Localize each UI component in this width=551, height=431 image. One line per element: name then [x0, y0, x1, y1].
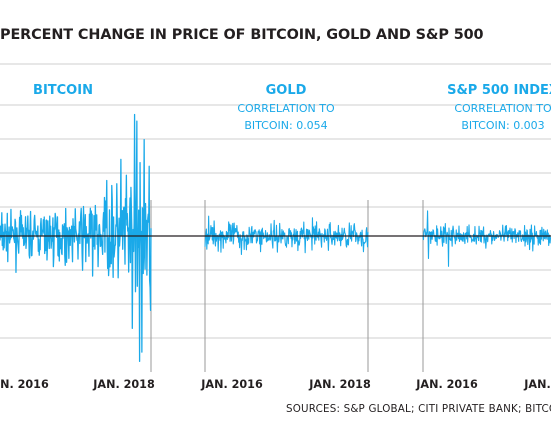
source-note: SOURCES: S&P GLOBAL; CITI PRIVATE BANK; … [286, 403, 551, 415]
x-tick-labels: JAN. 2016 JAN. 2018 JAN. 2016 JAN. 2018 … [0, 378, 551, 391]
panel-title-gold: GOLD [266, 83, 307, 98]
sp500-correlation-value: BITCOIN: 0.003 [461, 119, 544, 132]
panels [0, 113, 551, 363]
panel-labels: BITCOIN GOLD CORRELATION TO BITCOIN: 0.0… [33, 83, 551, 132]
series-line-2 [422, 210, 551, 267]
gold-correlation-value: BITCOIN: 0.054 [244, 119, 327, 132]
x-tick-label: JAN. 2018 [308, 378, 371, 391]
chart-title: PERCENT CHANGE IN PRICE OF BITCOIN, GOLD… [0, 27, 484, 43]
sp500-correlation-label: CORRELATION TO [454, 102, 551, 115]
x-tick-label: JAN. 2016 [200, 378, 263, 391]
series-line-1 [204, 215, 369, 256]
panel-dividers [150, 200, 424, 372]
gold-correlation-label: CORRELATION TO [237, 102, 335, 115]
x-tick-label: JAN. 2018 [92, 378, 155, 391]
x-tick-label: JAN. 2018 [523, 378, 551, 391]
x-tick-label: JAN. 2016 [0, 378, 49, 391]
series-line-0 [0, 113, 152, 363]
panel-title-sp500: S&P 500 INDEX [447, 83, 551, 98]
panel-title-bitcoin: BITCOIN [33, 83, 93, 98]
grid [0, 63, 551, 339]
x-tick-label: JAN. 2016 [415, 378, 478, 391]
